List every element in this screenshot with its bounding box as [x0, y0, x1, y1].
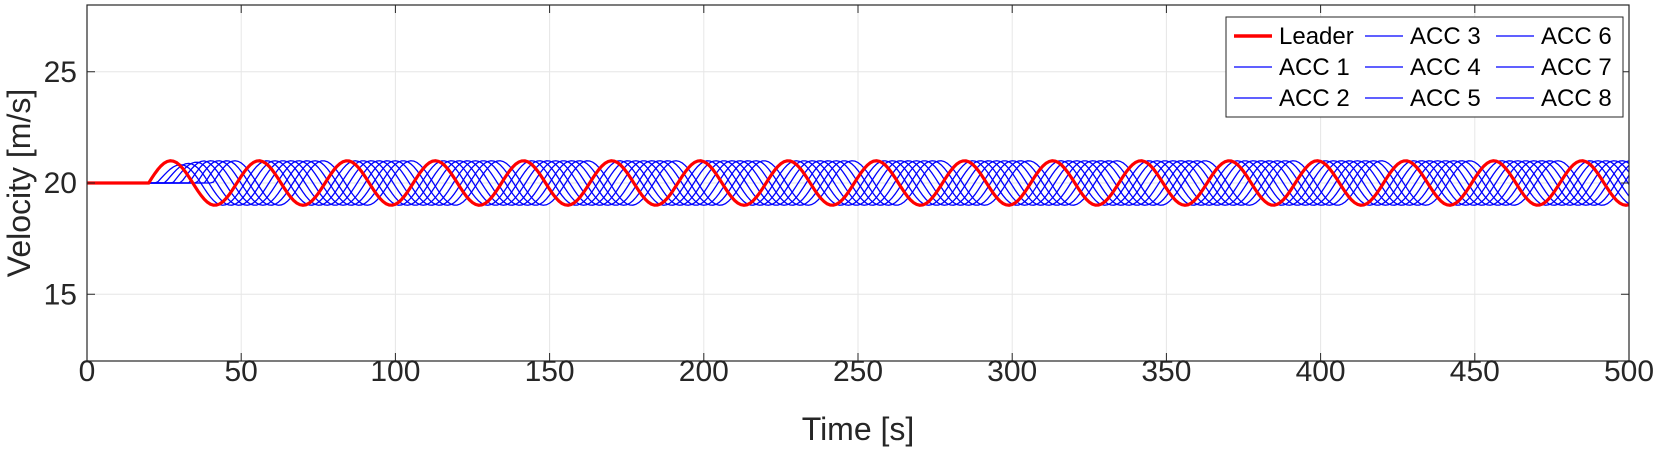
legend-label: ACC 3	[1410, 23, 1481, 50]
series-line-acc-7	[87, 160, 1629, 206]
series-line-acc-6	[87, 160, 1629, 206]
y-tick-label: 15	[44, 278, 77, 311]
x-tick-label: 50	[225, 355, 258, 388]
x-tick-label: 100	[370, 355, 420, 388]
x-axis-label: Time [s]	[802, 411, 915, 447]
x-tick-label: 0	[79, 355, 96, 388]
x-tick-label: 150	[525, 355, 575, 388]
series-line-acc-8	[87, 160, 1629, 206]
x-tick-label: 350	[1141, 355, 1191, 388]
legend: Leader ACC 1 ACC 2 ACC 3 ACC 4 ACC 5 ACC 6 ACC …	[1225, 16, 1624, 118]
legend-label: ACC 6	[1541, 23, 1612, 50]
legend-label: ACC 7	[1541, 54, 1612, 81]
x-tick-label: 450	[1450, 355, 1500, 388]
y-axis-label: Velocity [m/s]	[1, 89, 37, 278]
x-tick-label: 200	[679, 355, 729, 388]
series-line-acc-3	[87, 160, 1629, 206]
legend-label: ACC 1	[1279, 54, 1350, 81]
legend-label: ACC 8	[1541, 85, 1612, 112]
series-line-acc-5	[87, 160, 1629, 206]
x-tick-label: 300	[987, 355, 1037, 388]
legend-label: ACC 4	[1410, 54, 1481, 81]
legend-box	[1225, 16, 1624, 118]
legend-label: ACC 5	[1410, 85, 1481, 112]
series-lines	[87, 159, 1629, 207]
x-tick-label: 250	[833, 355, 883, 388]
y-tick-label: 20	[44, 167, 77, 200]
legend-label: Leader	[1279, 23, 1354, 50]
y-axis: 15 20 25	[44, 56, 1629, 311]
x-tick-label: 400	[1296, 355, 1346, 388]
x-axis: 0 50 100 150 200 250 300 350 400 450 500	[79, 5, 1654, 388]
y-tick-label: 25	[44, 56, 77, 89]
series-line-acc-2	[87, 160, 1629, 206]
series-line-acc-4	[87, 160, 1629, 206]
series-line-leader	[87, 159, 1629, 207]
series-line-acc-1	[87, 160, 1629, 206]
x-tick-label: 500	[1604, 355, 1654, 388]
legend-label: ACC 2	[1279, 85, 1350, 112]
